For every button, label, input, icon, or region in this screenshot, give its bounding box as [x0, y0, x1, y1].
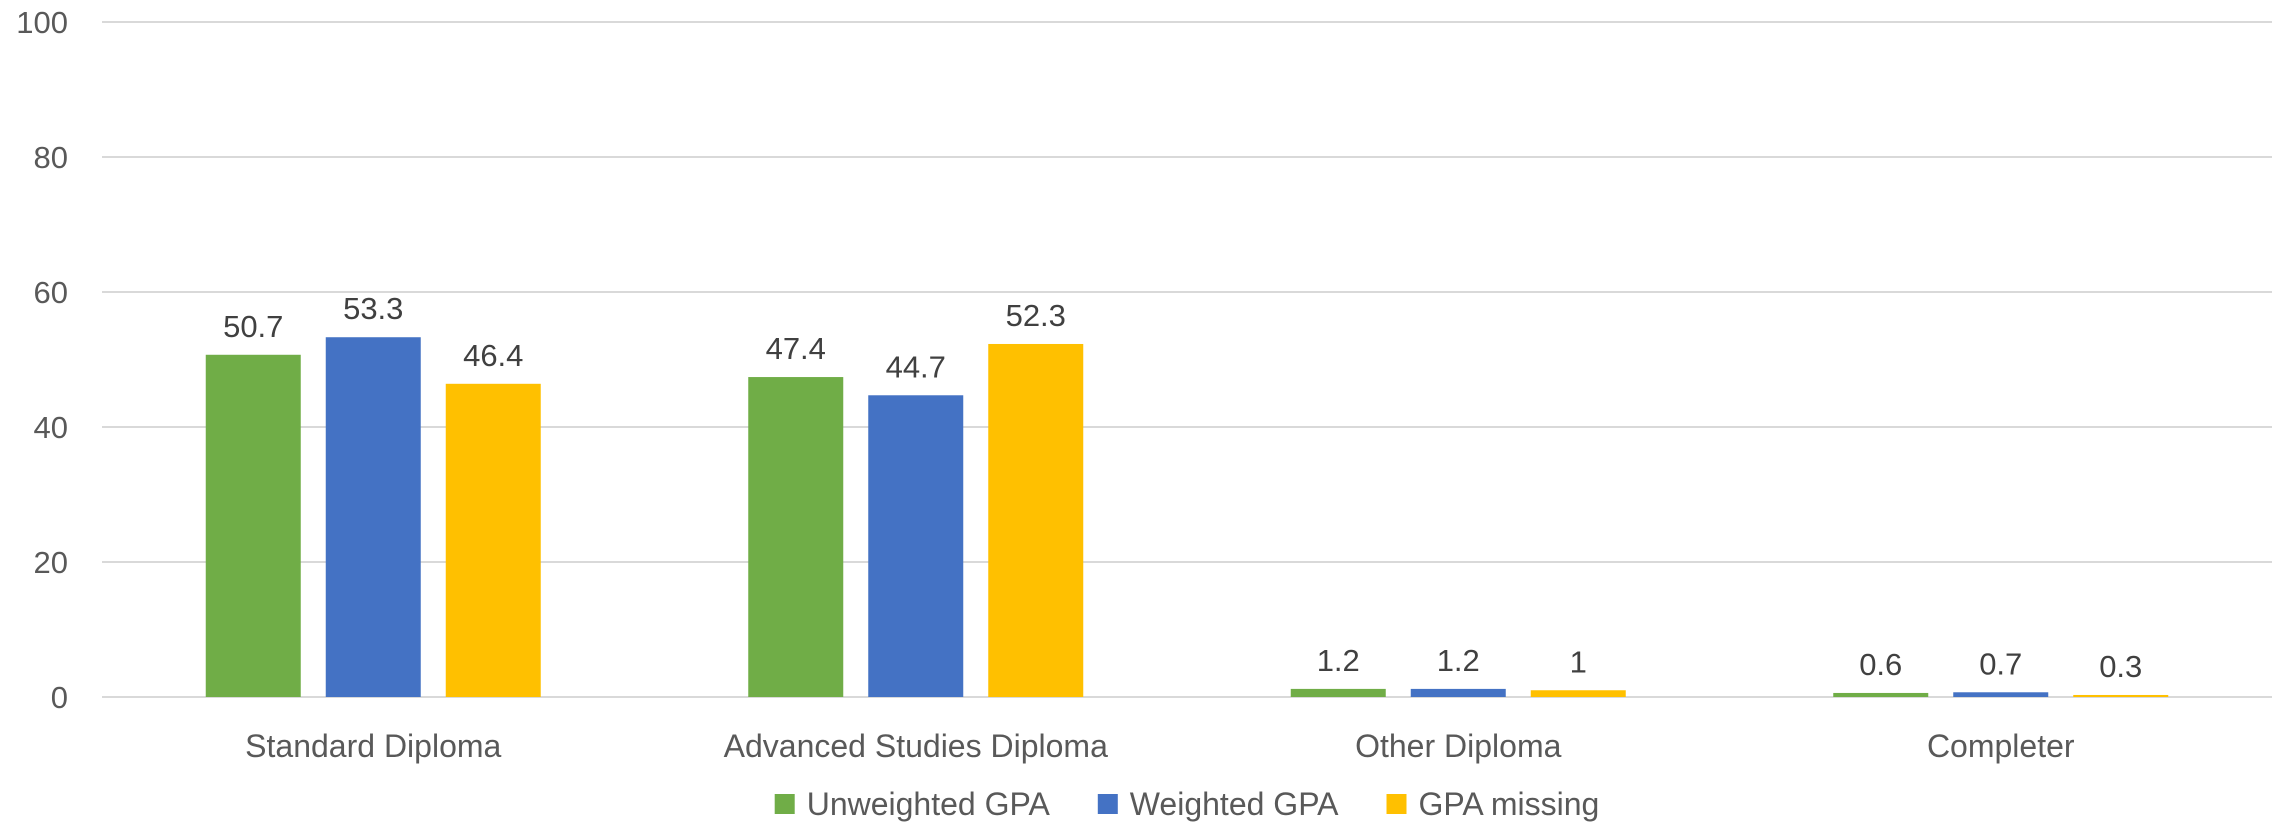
legend-entry: Weighted GPA — [1130, 786, 1339, 822]
gridlines — [102, 21, 2272, 698]
bar — [868, 395, 964, 697]
legend-swatch — [1097, 794, 1118, 814]
category-label: Completer — [1927, 728, 2075, 764]
category-label: Standard Diploma — [245, 728, 501, 764]
bar — [988, 343, 1084, 697]
y-tick-label: 20 — [34, 545, 68, 580]
data-label: 47.4 — [766, 331, 826, 366]
data-labels: 50.7 53.3 46.4 47.4 44.7 52.3 1.2 1.2 1 0.6 0.7 0.3 — [223, 291, 2142, 684]
data-label: 1.2 — [1317, 643, 1360, 678]
bar — [1530, 690, 1626, 697]
bar — [325, 337, 421, 697]
bars — [205, 337, 2169, 697]
data-label: 0.3 — [2099, 649, 2142, 684]
y-tick-label: 60 — [34, 275, 68, 310]
data-label: 1 — [1570, 644, 1587, 679]
data-label: 52.3 — [1006, 298, 1066, 333]
y-tick-label: 40 — [34, 410, 68, 445]
bar — [205, 354, 301, 697]
bar — [1410, 688, 1506, 697]
category-label: Advanced Studies Diploma — [724, 728, 1108, 764]
data-label: 53.3 — [343, 291, 403, 326]
legend-entry: Unweighted GPA — [807, 786, 1051, 822]
x-axis-categories: Standard Diploma Advanced Studies Diploma… — [245, 728, 2075, 764]
bar — [1290, 688, 1386, 697]
bar — [445, 383, 541, 697]
data-label: 50.7 — [223, 309, 283, 344]
legend-entry: GPA missing — [1419, 786, 1600, 822]
legend-swatch — [1386, 794, 1407, 814]
bar — [2073, 694, 2169, 697]
bar — [1833, 692, 1929, 697]
data-label: 0.6 — [1859, 647, 1902, 682]
y-tick-label: 100 — [16, 5, 68, 40]
y-axis-ticks: 0 20 40 60 80 100 — [16, 5, 68, 715]
y-tick-label: 80 — [34, 140, 68, 175]
data-label: 44.7 — [886, 349, 946, 384]
data-label: 46.4 — [463, 338, 523, 373]
category-label: Other Diploma — [1355, 728, 1562, 764]
data-label: 1.2 — [1437, 643, 1480, 678]
bar — [1953, 692, 2049, 697]
legend: Unweighted GPA Weighted GPA GPA missing — [774, 786, 1600, 822]
bar — [748, 377, 844, 697]
y-tick-label: 0 — [51, 680, 68, 715]
legend-swatch — [774, 794, 795, 814]
data-label: 0.7 — [1979, 646, 2022, 681]
